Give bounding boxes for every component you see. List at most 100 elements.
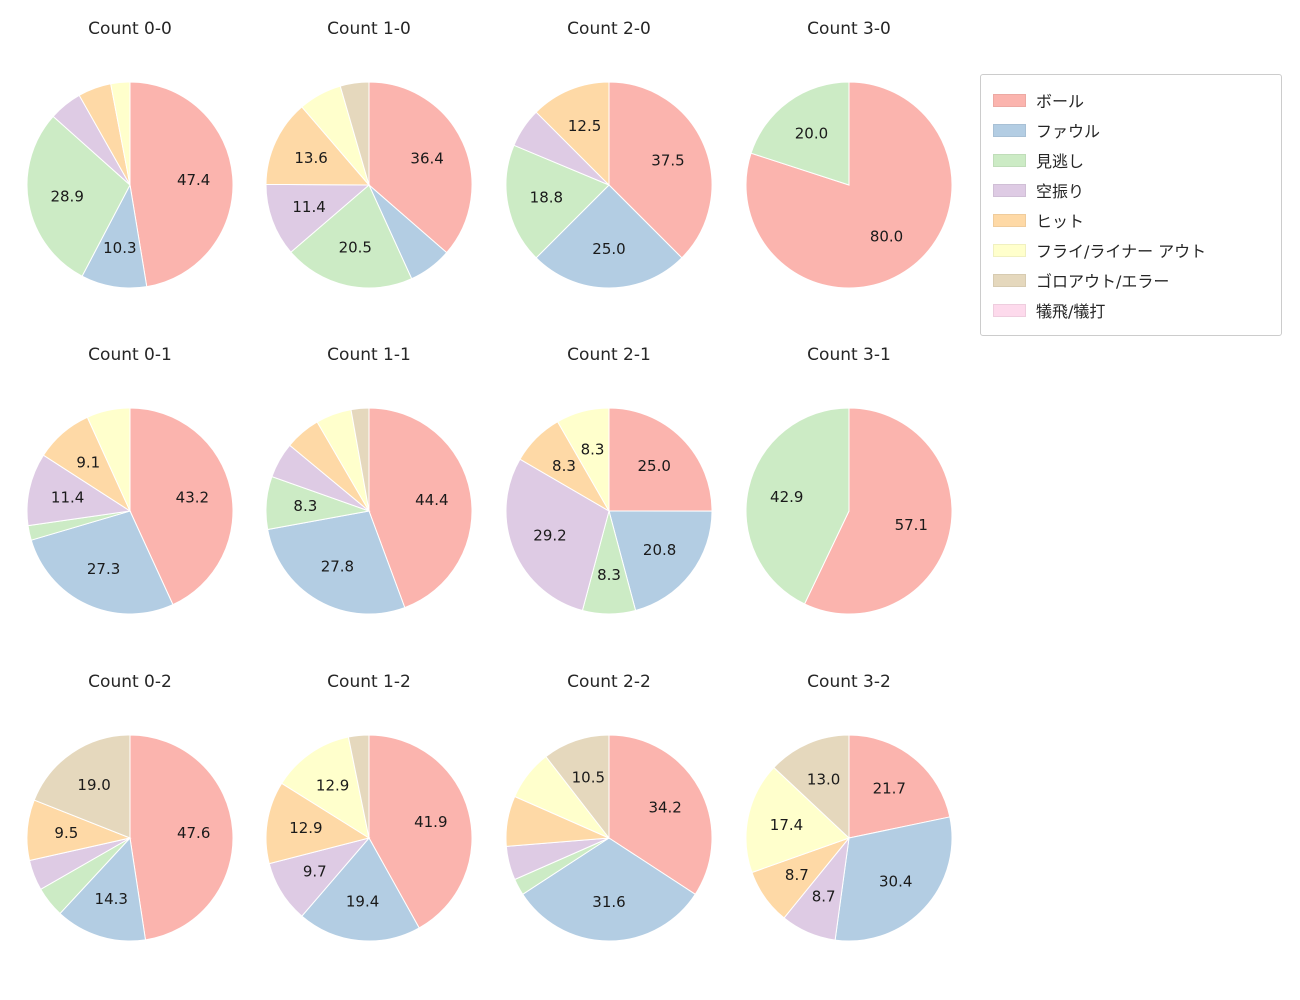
slice-percent-label: 43.2 (176, 488, 209, 506)
pie-slice (368, 81, 473, 254)
chart-title: Count 2-1 (567, 345, 651, 365)
pie-slice (745, 81, 953, 289)
slice-percent-label: 8.7 (785, 866, 809, 884)
pie-slice (535, 184, 683, 289)
pie-svg: 43.2 27.3 11.4 9.1 (26, 407, 234, 615)
slice-percent-label: 11.4 (51, 488, 84, 506)
slice-percent-label: 20.0 (795, 124, 828, 142)
slice-percent-label: 8.3 (597, 566, 621, 584)
legend-label: フライ/ライナー アウト (1036, 242, 1207, 261)
slice-percent-label: 11.4 (292, 198, 325, 216)
slice-percent-label: 9.5 (54, 824, 78, 842)
pie-count-2-2: Count 2-2 34.2 31.6 10.5 (479, 670, 739, 944)
pie-slice (59, 836, 147, 942)
legend-label: 犠飛/犠打 (1036, 302, 1106, 321)
pie-slice (745, 407, 850, 605)
slice-percent-label: 9.7 (303, 863, 327, 881)
slice-percent-label: 8.3 (293, 497, 317, 515)
pie-count-3-2: Count 3-2 21.7 30.4 8.7 8.7 17.4 13.0 (719, 670, 979, 944)
slice-percent-label: 25.0 (592, 240, 625, 258)
legend-swatch-icon (993, 93, 1026, 107)
pie-svg: 44.4 27.8 8.3 (265, 407, 473, 615)
pie-slice (608, 510, 713, 612)
pie-slice (265, 183, 371, 253)
pie-count-3-0: Count 3-0 80.0 20.0 (719, 17, 979, 291)
slice-percent-label: 9.1 (76, 454, 100, 472)
slice-percent-label: 10.5 (572, 769, 605, 787)
legend-item: フライ/ライナー アウト (993, 235, 1269, 265)
pie-slice (26, 115, 131, 277)
chart-title: Count 1-2 (327, 672, 411, 692)
pie-svg: 80.0 20.0 (745, 81, 953, 289)
chart-title: Count 1-0 (327, 19, 411, 39)
pie-slice (110, 81, 131, 186)
slice-percent-label: 30.4 (879, 873, 912, 891)
legend: ボール ファウル 見逃し 空振り ヒット フライ/ライナー アウト ゴロアウト/エラー 犠飛/… (980, 74, 1282, 336)
pie-count-1-2: Count 1-2 41.9 19.4 9.7 12.9 12.9 (239, 670, 499, 944)
legend-swatch-icon (993, 183, 1026, 197)
slice-percent-label: 19.0 (77, 776, 110, 794)
pie-count-1-1: Count 1-1 44.4 27.8 8.3 (239, 343, 499, 617)
chart-title: Count 0-0 (88, 19, 172, 39)
legend-swatch-icon (993, 273, 1026, 287)
slice-percent-label: 57.1 (895, 516, 928, 534)
pie-svg: 21.7 30.4 8.78.7 17.4 13.0 (745, 734, 953, 942)
pie-slice (265, 782, 371, 865)
pie-slice (545, 734, 610, 840)
legend-item: ヒット (993, 205, 1269, 235)
pie-slice (347, 734, 370, 839)
legend-label: ヒット (1036, 212, 1085, 231)
pie-count-2-1: Count 2-1 25.0 20.8 8.3 29.2 8.3 8.3 (479, 343, 739, 617)
chart-title: Count 3-0 (807, 19, 891, 39)
legend-label: ボール (1036, 92, 1085, 111)
slice-percent-label: 12.9 (289, 819, 322, 837)
legend-label: ファウル (1036, 122, 1101, 141)
slice-percent-label: 8.3 (581, 440, 605, 458)
pie-slice (522, 837, 696, 942)
chart-title: Count 2-2 (567, 672, 651, 692)
chart-title: Count 3-2 (807, 672, 891, 692)
legend-swatch-icon (993, 303, 1026, 317)
slice-percent-label: 14.3 (95, 890, 128, 908)
pie-svg: 57.1 42.9 (745, 407, 953, 615)
pie-count-0-2: Count 0-2 47.6 14.3 9.5 19.0 (0, 670, 260, 944)
slice-percent-label: 37.5 (651, 152, 684, 170)
legend-swatch-icon (993, 213, 1026, 227)
slice-percent-label: 20.5 (339, 238, 372, 256)
pie-slice (745, 766, 850, 874)
pie-slice (129, 734, 234, 941)
pie-slice (26, 454, 132, 527)
slice-percent-label: 34.2 (648, 799, 681, 817)
slice-percent-label: 80.0 (870, 228, 903, 246)
slice-percent-label: 47.6 (177, 824, 210, 842)
chart-title: Count 1-1 (327, 345, 411, 365)
pie-count-0-1: Count 0-1 43.2 27.3 11.4 9.1 (0, 343, 260, 617)
pie-svg: 41.9 19.4 9.7 12.9 12.9 (265, 734, 473, 942)
slice-percent-label: 31.6 (592, 893, 625, 911)
legend-item: 見逃し (993, 145, 1269, 175)
slice-percent-label: 41.9 (414, 813, 447, 831)
pie-slice (848, 734, 951, 839)
pie-slice (129, 81, 234, 288)
slice-percent-label: 10.3 (103, 239, 136, 257)
legend-label: 見逃し (1036, 152, 1085, 171)
pie-slice (265, 106, 371, 186)
pie-svg: 37.5 25.0 18.8 12.5 (505, 81, 713, 289)
pie-slice (535, 81, 610, 187)
legend-swatch-icon (993, 123, 1026, 137)
pie-slice (750, 81, 850, 186)
pie-svg: 25.0 20.8 8.3 29.2 8.3 8.3 (505, 407, 713, 615)
pie-slice (608, 407, 713, 512)
pie-slice (608, 81, 713, 259)
pie-slice (30, 510, 174, 615)
legend-label: ゴロアウト/エラー (1036, 272, 1170, 291)
pie-slice (505, 144, 610, 259)
slice-percent-label: 36.4 (410, 150, 443, 168)
legend-swatch-icon (993, 243, 1026, 257)
legend-item: ボール (993, 85, 1269, 115)
pie-svg: 47.6 14.3 9.5 19.0 (26, 734, 234, 942)
slice-percent-label: 28.9 (50, 187, 83, 205)
slice-percent-label: 29.2 (533, 526, 566, 544)
slice-percent-label: 19.4 (346, 893, 379, 911)
